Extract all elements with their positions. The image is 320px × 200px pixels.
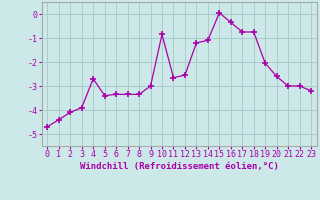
X-axis label: Windchill (Refroidissement éolien,°C): Windchill (Refroidissement éolien,°C) (80, 162, 279, 171)
